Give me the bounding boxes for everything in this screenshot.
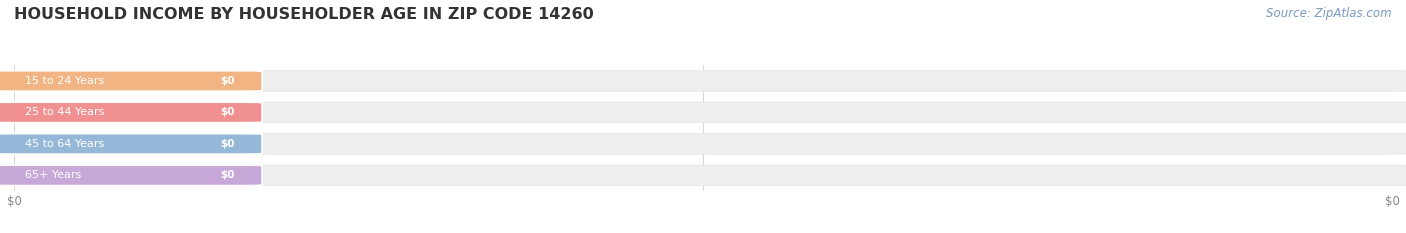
FancyBboxPatch shape — [0, 134, 1406, 154]
Text: 45 to 64 Years: 45 to 64 Years — [25, 139, 104, 149]
FancyBboxPatch shape — [0, 102, 1406, 123]
FancyBboxPatch shape — [0, 102, 262, 123]
FancyBboxPatch shape — [0, 71, 1406, 91]
Text: 15 to 24 Years: 15 to 24 Years — [25, 76, 104, 86]
Text: $0: $0 — [219, 139, 235, 149]
Text: $0: $0 — [219, 170, 235, 180]
Text: HOUSEHOLD INCOME BY HOUSEHOLDER AGE IN ZIP CODE 14260: HOUSEHOLD INCOME BY HOUSEHOLDER AGE IN Z… — [14, 7, 593, 22]
Text: $0: $0 — [219, 76, 235, 86]
Text: 65+ Years: 65+ Years — [25, 170, 82, 180]
FancyBboxPatch shape — [0, 165, 262, 185]
FancyBboxPatch shape — [0, 71, 262, 91]
FancyBboxPatch shape — [0, 165, 1406, 185]
Text: 25 to 44 Years: 25 to 44 Years — [25, 107, 104, 117]
Text: $0: $0 — [219, 107, 235, 117]
FancyBboxPatch shape — [0, 134, 262, 154]
Text: Source: ZipAtlas.com: Source: ZipAtlas.com — [1267, 7, 1392, 20]
